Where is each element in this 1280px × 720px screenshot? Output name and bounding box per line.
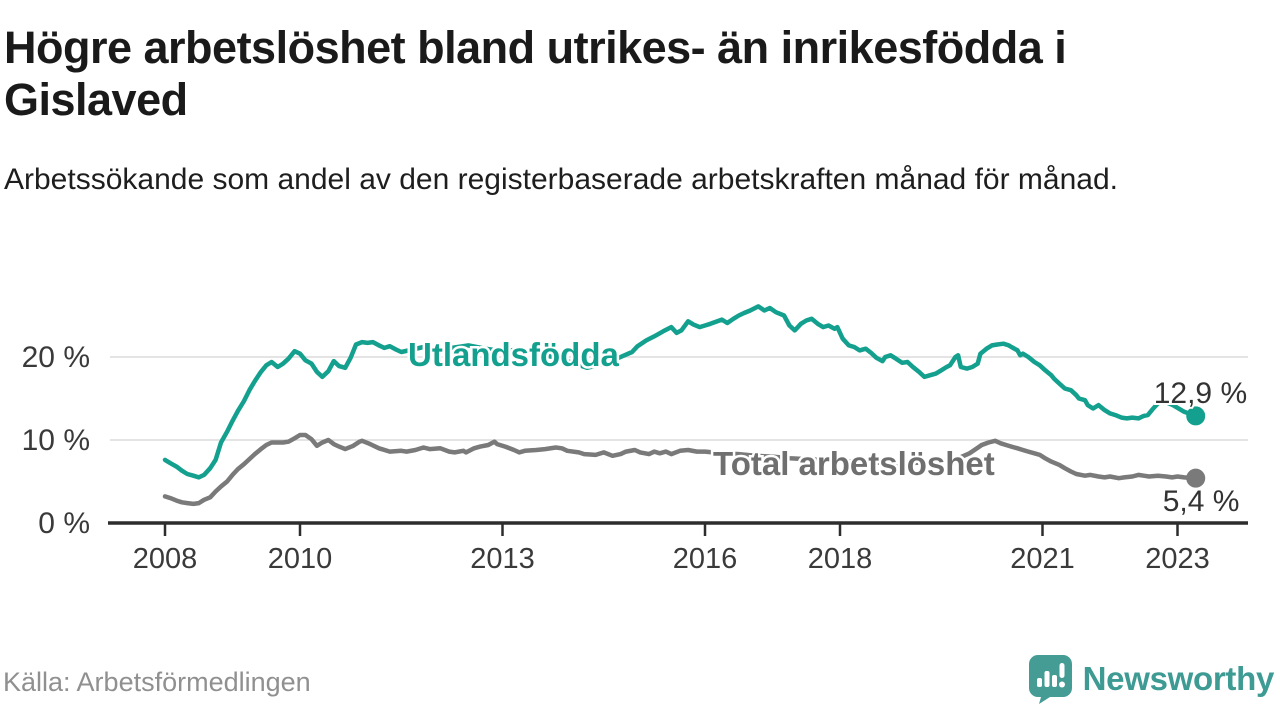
brand-name: Newsworthy [1082,660,1275,697]
y-tick-label-0: 0 % [38,507,90,540]
page-title: Högre arbetslöshet bland utrikes- än inr… [4,22,1067,125]
series-end-dot-total-arbetsloshet [1186,468,1206,488]
x-tick-label-2023: 2023 [1145,543,1210,575]
series-line-utlandsfodda [162,304,1198,480]
x-tick-label-2018: 2018 [808,543,873,575]
y-tick-label-10: 10 % [22,424,90,457]
source-note: Källa: Arbetsförmedlingen [3,667,311,697]
series-end-dot-utlandsfodda [1186,406,1206,426]
x-tick-label-2010: 2010 [268,543,333,575]
x-tick-label-2021: 2021 [1010,543,1075,575]
end-value-label-utlandsfodda: 12,9 % [1154,377,1247,410]
series-line-total-arbetsloshet [162,432,1198,507]
y-tick-label-20: 20 % [22,341,90,374]
end-value-label-total-arbetsloshet: 5,4 % [1163,485,1240,518]
newsworthy-logo: Newsworthy [1027,654,1274,704]
chart-subtitle: Arbetssökande som andel av den registerb… [4,163,1118,196]
newsworthy-speech-bubble-bar-chart-icon [1028,655,1072,704]
series-label-utlandsfodda: Utlandsfödda [408,336,619,373]
x-tick-label-2013: 2013 [470,543,535,575]
series-label-total-arbetsloshet: Total arbetslöshet [713,445,995,482]
x-tick-label-2008: 2008 [133,543,198,575]
x-tick-label-2016: 2016 [673,543,738,575]
